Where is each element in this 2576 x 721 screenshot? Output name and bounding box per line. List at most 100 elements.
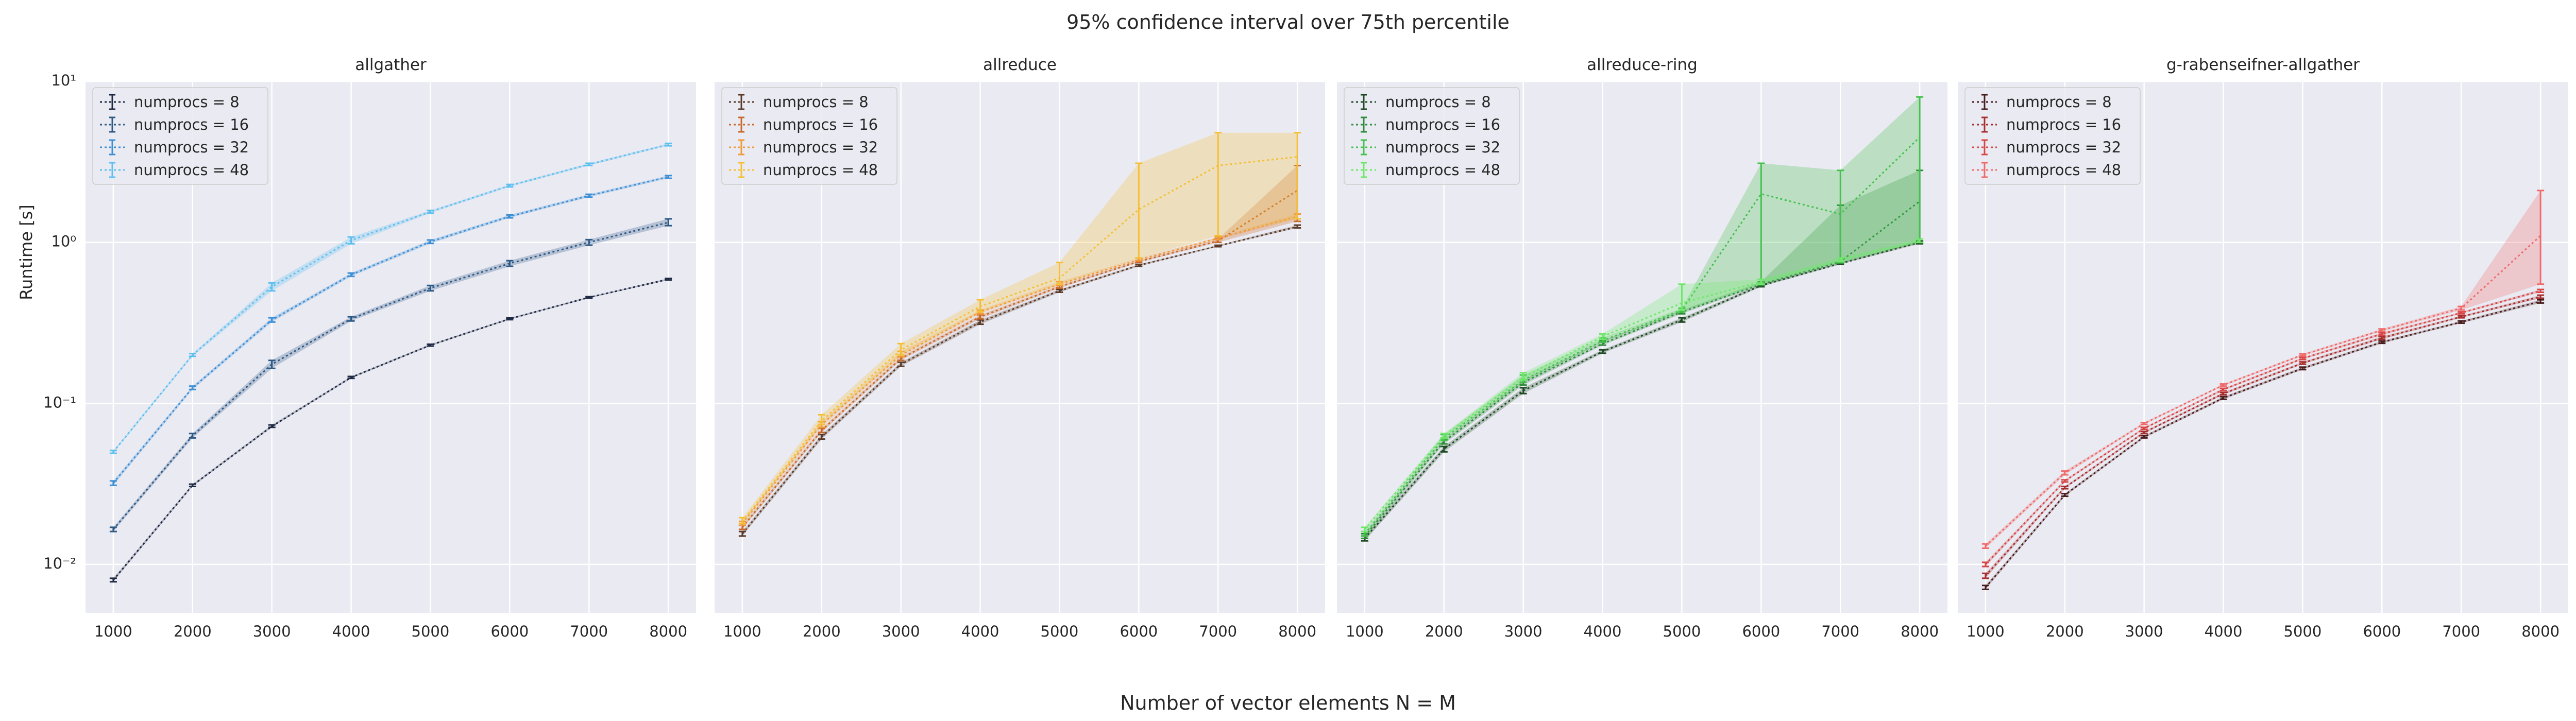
legend-box [92, 87, 268, 185]
legend-entry: numprocs = 16 [1972, 116, 2121, 133]
legend-label: numprocs = 16 [2006, 116, 2121, 133]
series-line [112, 144, 669, 453]
subplot-title: allreduce [983, 56, 1057, 74]
legend-entry: numprocs = 48 [100, 161, 249, 179]
series-line [1364, 242, 1920, 539]
series-line [1364, 240, 1920, 530]
subplot-1: allgather 1000 2000 3000 4000 5000 6000 7000 800… [43, 56, 696, 640]
legend-label: numprocs = 8 [2006, 93, 2112, 111]
legend-entry: numprocs = 8 [1351, 93, 1491, 111]
series [109, 218, 672, 533]
legend-entry: numprocs = 32 [1972, 139, 2121, 156]
x-tick-label: 2000 [1425, 623, 1463, 640]
subplot-title: g-rabenseifner-allgather [2166, 56, 2360, 74]
legend-label: numprocs = 48 [1385, 161, 1500, 179]
legend: numprocs = 8 numprocs = 16 numprocs = 32 nu… [1344, 87, 1520, 185]
legend-box [1344, 87, 1520, 185]
series-line [112, 221, 669, 530]
x-tick-label: 8000 [1901, 623, 1939, 640]
x-tick-label: 2000 [2046, 623, 2084, 640]
confidence-band [1985, 190, 2541, 548]
series [109, 142, 672, 454]
subplot-4: g-rabenseifner-allgather 1000 2000 3000 4000… [1958, 56, 2568, 640]
legend-box [1964, 87, 2141, 185]
legend-entry: numprocs = 16 [729, 116, 878, 133]
legend-label: numprocs = 32 [763, 139, 878, 156]
x-tick-label: 3000 [1504, 623, 1543, 640]
legend-entry: numprocs = 32 [1351, 139, 1500, 156]
series [109, 175, 672, 486]
legend-entry: numprocs = 48 [1351, 161, 1500, 179]
series-line [112, 278, 669, 581]
x-tick-label: 6000 [1742, 623, 1780, 640]
y-tick-label: 10⁻² [43, 555, 76, 572]
x-tick-label: 1000 [723, 623, 761, 640]
series-line [112, 176, 669, 484]
x-tick-label: 1000 [1346, 623, 1384, 640]
legend-entry: numprocs = 8 [1972, 93, 2112, 111]
x-tick-label: 8000 [649, 623, 687, 640]
x-tick-label: 4000 [1584, 623, 1622, 640]
x-tick-label: 7000 [1821, 623, 1859, 640]
series [1361, 238, 1924, 533]
legend-entry: numprocs = 16 [100, 116, 249, 133]
series [738, 132, 1301, 524]
x-tick-label: 1000 [1967, 623, 2005, 640]
series-line [1364, 200, 1921, 537]
legend-label: numprocs = 32 [134, 139, 249, 156]
series [109, 278, 672, 583]
series [1981, 288, 2545, 568]
legend-entry: numprocs = 32 [729, 139, 878, 156]
x-tick-label: 5000 [1663, 623, 1701, 640]
x-tick-label: 2000 [174, 623, 212, 640]
series [1981, 294, 2545, 579]
x-tick-label: 7000 [2442, 623, 2480, 640]
series-line [741, 190, 1298, 528]
x-tick-label: 4000 [332, 623, 370, 640]
legend-label: numprocs = 48 [763, 161, 878, 179]
x-tick-label: 4000 [961, 623, 999, 640]
legend-entry: numprocs = 48 [1972, 161, 2121, 179]
y-tick-label: 10⁻¹ [43, 393, 76, 411]
subplot-2: allreduce 1000 2000 3000 4000 5000 6000 7000 800… [715, 56, 1325, 640]
legend-label: numprocs = 16 [134, 116, 249, 133]
series-line [1364, 136, 1921, 535]
y-axis-label: Runtime [s] [16, 204, 36, 300]
series-line [1985, 296, 2541, 577]
x-tick-label: 7000 [1199, 623, 1237, 640]
x-tick-label: 6000 [2363, 623, 2401, 640]
confidence-band [742, 132, 1298, 524]
legend-label: numprocs = 32 [2006, 139, 2121, 156]
legend-label: numprocs = 8 [1385, 93, 1491, 111]
series [738, 224, 1301, 537]
series-line [741, 215, 1298, 524]
x-tick-label: 8000 [1278, 623, 1316, 640]
legend: numprocs = 8 numprocs = 16 numprocs = 32 nu… [721, 87, 897, 185]
confidence-band [1364, 97, 1920, 536]
legend: numprocs = 8 numprocs = 16 numprocs = 32 nu… [92, 87, 268, 185]
x-tick-label: 5000 [2284, 623, 2322, 640]
legend-label: numprocs = 48 [134, 161, 249, 179]
legend-label: numprocs = 8 [763, 93, 869, 111]
subplot-title: allgather [355, 56, 427, 74]
x-tick-label: 3000 [2125, 623, 2163, 640]
legend-label: numprocs = 8 [134, 93, 240, 111]
legend-label: numprocs = 16 [1385, 116, 1500, 133]
legend-label: numprocs = 48 [2006, 161, 2121, 179]
x-tick-label: 3000 [882, 623, 920, 640]
series-line [1985, 290, 2541, 565]
x-tick-label: 5000 [412, 623, 450, 640]
x-tick-label: 4000 [2205, 623, 2243, 640]
x-tick-label: 6000 [490, 623, 529, 640]
legend-entry: numprocs = 8 [729, 93, 869, 111]
legend-entry: numprocs = 32 [100, 139, 249, 156]
confidence-band [1364, 170, 1920, 539]
x-tick-label: 1000 [94, 623, 132, 640]
x-tick-label: 2000 [803, 623, 841, 640]
legend-entry: numprocs = 16 [1351, 116, 1500, 133]
figure-suptitle: 95% confidence interval over 75th percen… [1066, 11, 1510, 33]
series-line [1985, 235, 2541, 547]
legend-entry: numprocs = 8 [100, 93, 240, 111]
y-tick-label: 10⁰ [51, 233, 76, 250]
